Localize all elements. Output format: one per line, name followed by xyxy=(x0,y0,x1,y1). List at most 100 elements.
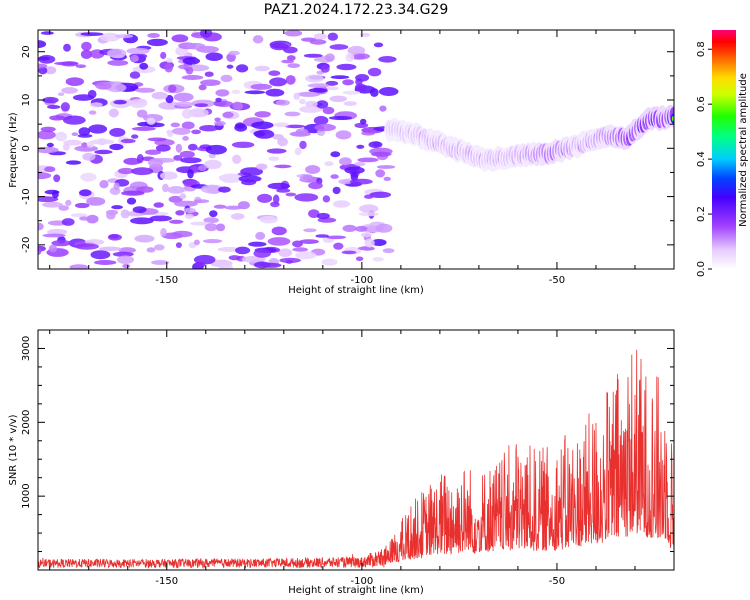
spectrogram-noise-cell xyxy=(44,66,57,75)
spectrogram-noise-cell xyxy=(164,63,173,73)
spectrogram-noise-cell xyxy=(165,58,173,63)
spectrogram-noise-cell xyxy=(173,155,183,161)
spectrogram-noise-cell xyxy=(309,39,327,45)
spectrogram-noise-cell xyxy=(357,157,379,163)
spectrogram-noise-cell xyxy=(274,164,292,169)
spectrogram-noise-cell xyxy=(80,172,97,182)
spectrogram-noise-cell xyxy=(185,66,194,75)
spectrogram-noise-cell xyxy=(121,190,145,196)
spectrogram-noise-cell xyxy=(108,234,120,239)
spectrogram-noise-cell xyxy=(38,40,47,49)
spectrogram-noise-cell xyxy=(95,82,112,90)
spectrogram-noise-cell xyxy=(228,50,240,56)
snr-y-tick-label: 1000 xyxy=(21,483,32,508)
spectrogram-noise-cell xyxy=(327,32,338,41)
spectrogram-noise-cell xyxy=(78,127,91,136)
spectrogram-noise-cell xyxy=(113,182,120,191)
spectrogram-noise-cell xyxy=(62,115,86,125)
spectrogram-noise-cell xyxy=(147,137,167,142)
colorbar-tick-label: 0.0 xyxy=(696,261,707,277)
spectrogram-noise-cell xyxy=(326,235,346,240)
spectrogram-noise-cell xyxy=(220,74,233,83)
spectrogram-noise-cell xyxy=(154,244,165,251)
spectrogram-noise-cell xyxy=(284,111,301,117)
spectrogram-noise-cell xyxy=(181,121,195,130)
spectrogram-noise-cell xyxy=(194,103,208,107)
spectrogram-y-axis-label: Frequency (Hz) xyxy=(8,112,19,188)
spectrogram-noise-cell xyxy=(166,129,174,134)
spectrogram-noise-cell xyxy=(347,45,366,56)
spectrogram-noise-cell xyxy=(297,91,321,97)
spectrogram-noise-cell xyxy=(151,91,168,100)
spectrogram-noise-cell xyxy=(320,64,330,73)
spectrogram-noise-cell xyxy=(46,142,54,148)
spectrogram-noise-cell xyxy=(359,32,371,37)
spectrogram-noise-cell xyxy=(146,117,156,125)
spectrogram-noise-cell xyxy=(51,239,72,247)
spectrogram-y-tick-label: 20 xyxy=(21,45,32,58)
spectrogram-noise-cell xyxy=(65,160,82,165)
spectrogram-x-tick-label: -150 xyxy=(155,275,178,286)
snr-x-axis-label: Height of straight line (km) xyxy=(288,585,424,596)
spectrogram-noise-cell xyxy=(226,64,234,69)
spectrogram-noise-cell xyxy=(126,47,150,55)
spectrogram-noise-cell xyxy=(42,201,63,208)
spectrogram-noise-cell xyxy=(322,106,335,115)
spectrogram-noise-cell xyxy=(65,77,85,86)
spectrogram-noise-cell xyxy=(117,167,134,175)
spectrogram-noise-cell xyxy=(231,89,241,94)
spectrogram-noise-cell xyxy=(268,70,281,76)
spectrogram-noise-cell xyxy=(298,98,306,105)
spectrogram-noise-cell xyxy=(38,63,48,69)
spectrogram-noise-cell xyxy=(38,196,59,203)
spectrogram-noise-cell xyxy=(330,151,341,158)
spectrogram-noise-cell xyxy=(375,223,393,233)
snr-x-tick-label: -50 xyxy=(549,576,565,587)
spectrogram-noise-cell xyxy=(234,123,248,132)
spectrogram-noise-cell xyxy=(199,125,219,132)
spectrogram-noise-cell xyxy=(146,247,156,253)
spectrogram-noise-cell xyxy=(132,206,147,214)
spectrogram-noise-cell xyxy=(90,250,111,260)
spectrogram-noise-cell xyxy=(228,255,241,261)
spectrogram-noise-cell xyxy=(193,254,216,265)
spectrogram-noise-cell xyxy=(327,86,339,91)
spectrogram-noise-cell xyxy=(299,239,319,245)
spectrogram-noise-cell xyxy=(279,257,301,264)
spectrogram-noise-cell xyxy=(332,186,341,195)
spectrogram-noise-cell xyxy=(165,95,174,104)
spectrogram-noise-cell xyxy=(382,248,395,254)
spectrogram-noise-cell xyxy=(100,32,121,42)
spectrogram-noise-cell xyxy=(75,64,87,68)
spectrogram-noise-cell xyxy=(373,42,384,48)
spectrogram-noise-cell xyxy=(109,127,126,137)
spectrogram-noise-cell xyxy=(126,197,137,205)
spectrogram-noise-cell xyxy=(303,53,323,58)
spectrogram-noise-cell xyxy=(240,167,263,177)
spectrogram-noise-cell xyxy=(232,101,243,111)
spectrogram-noise-cell xyxy=(308,88,328,93)
spectrogram-noise-cell xyxy=(254,65,270,72)
spectrogram-noise-cell xyxy=(369,191,392,198)
spectrogram-noise-cell xyxy=(173,92,194,102)
spectrogram-noise-cell xyxy=(63,139,82,146)
spectrogram-noise-cell xyxy=(69,264,89,269)
spectrogram-noise-cell xyxy=(181,109,193,119)
spectrogram-noise-cell xyxy=(82,152,96,161)
spectrogram-x-tick-label: -50 xyxy=(549,275,565,286)
spectrogram-noise-cell xyxy=(168,84,177,93)
spectrogram-noise-cell xyxy=(214,100,234,107)
spectrogram-noise-cell xyxy=(88,124,108,134)
spectrogram-noise-cell xyxy=(184,213,194,219)
spectrogram-noise-cell xyxy=(107,48,127,58)
spectrogram-noise-cell xyxy=(171,230,193,238)
spectrogram-noise-cell xyxy=(79,189,92,197)
spectrogram-noise-cell xyxy=(200,79,221,86)
spectrogram-noise-cell xyxy=(147,33,160,38)
snr-panel: -150 -100 -50 1000 2000 3000 Height of straig… xyxy=(8,329,675,596)
spectrogram-noise-cell xyxy=(188,143,198,151)
spectrogram-noise-cell xyxy=(90,139,115,145)
spectrogram-noise-cell xyxy=(60,102,70,112)
spectrogram-noise-cell xyxy=(179,193,187,200)
